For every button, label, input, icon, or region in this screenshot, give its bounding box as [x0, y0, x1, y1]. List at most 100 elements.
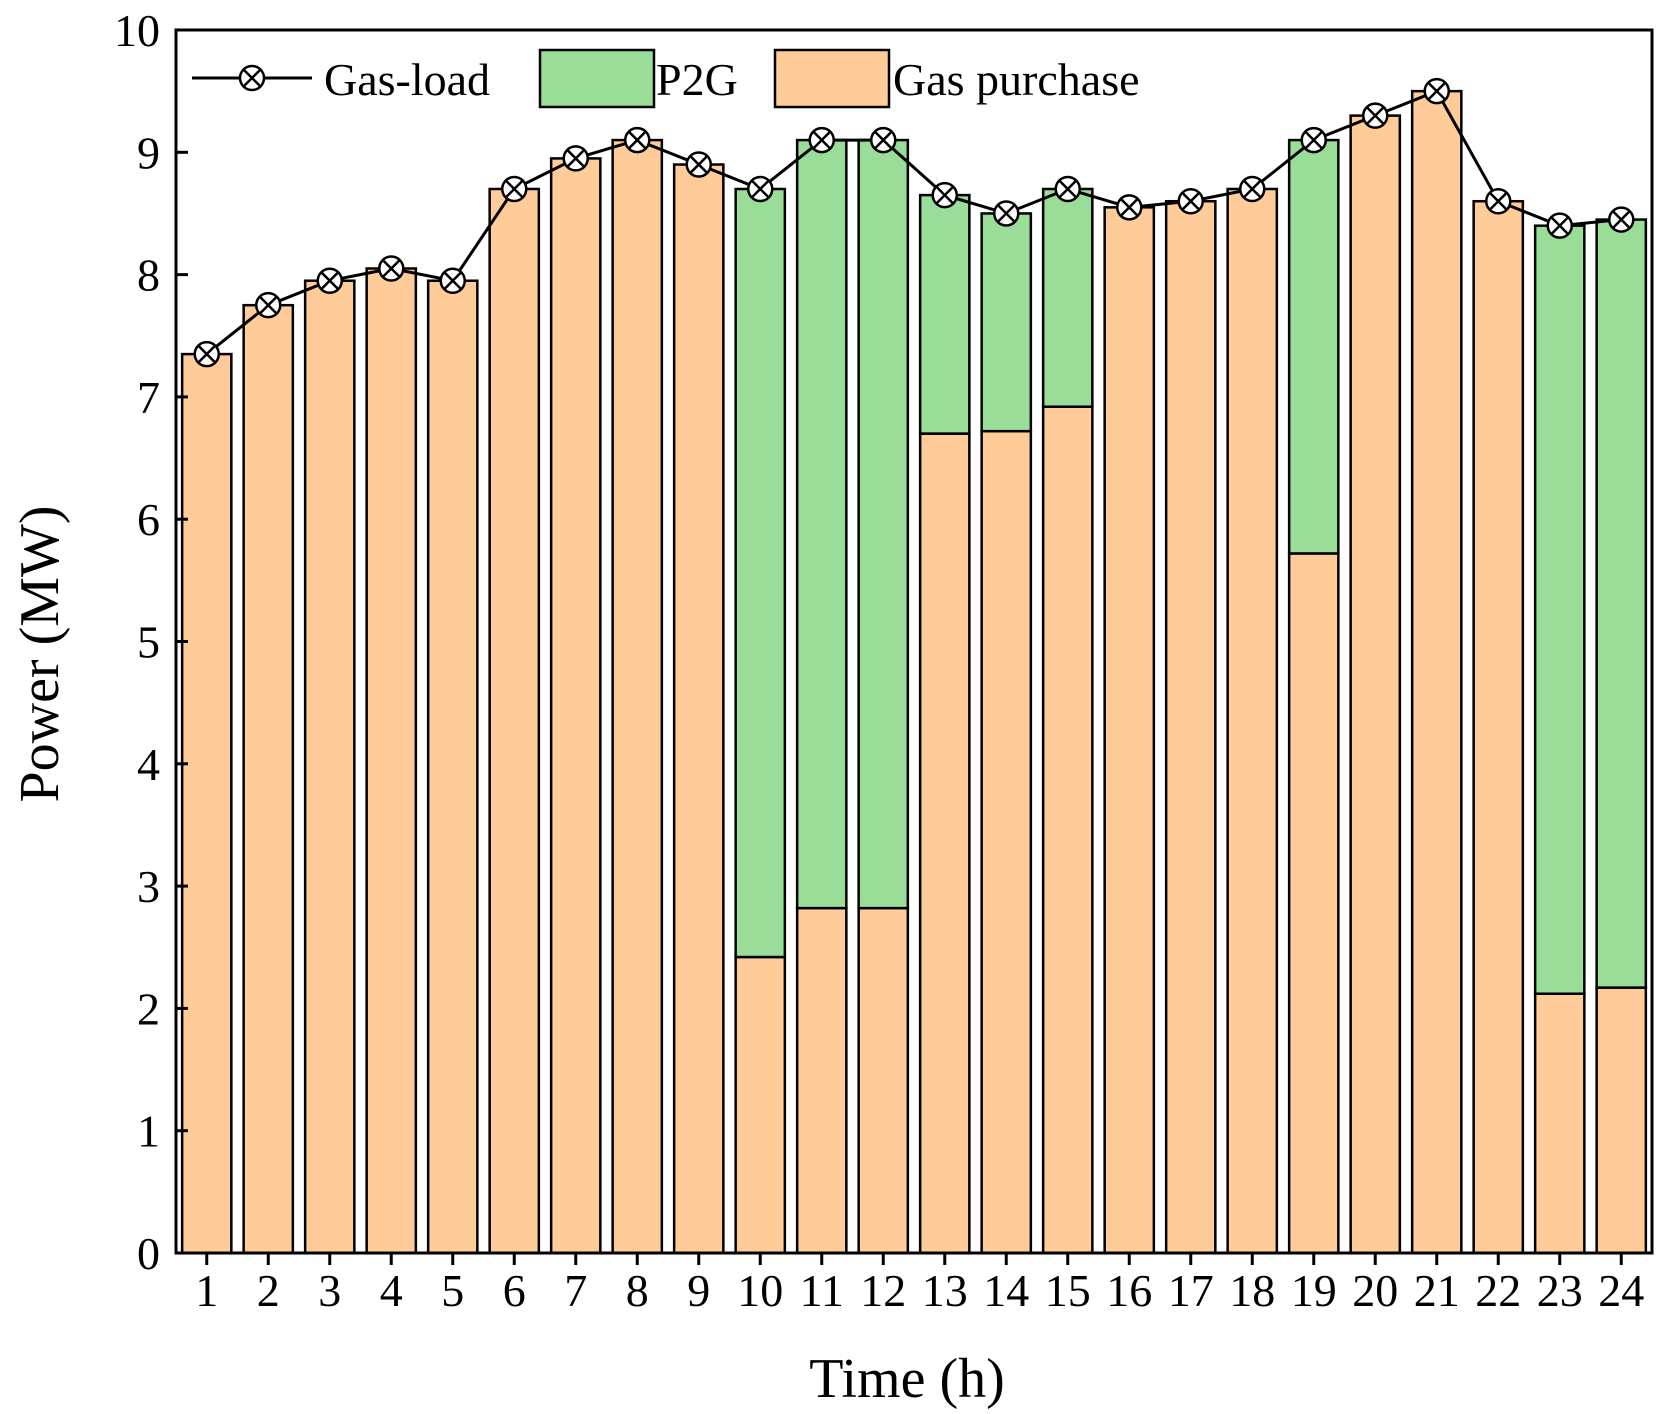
bar-gas-purchase-21	[1410, 89, 1463, 1255]
x-tick-label-8: 8	[626, 1265, 649, 1316]
bar-gas-purchase-5	[426, 279, 479, 1255]
bar-p2g-23	[1533, 224, 1586, 995]
bar-gas-purchase-7	[549, 157, 602, 1255]
x-axis-title: Time (h)	[809, 1348, 1005, 1410]
x-tick-label-19: 19	[1291, 1265, 1337, 1316]
bar-p2g-10	[734, 187, 787, 959]
bar-gas-purchase-16	[1103, 206, 1156, 1255]
x-tick-label-23: 23	[1537, 1265, 1583, 1316]
y-tick-label-8: 8	[137, 250, 160, 301]
y-tick-label-4: 4	[137, 739, 160, 790]
bar-gas-purchase-17	[1164, 199, 1217, 1255]
x-tick-label-4: 4	[380, 1265, 403, 1316]
y-tick-label-10: 10	[114, 5, 160, 56]
gas-load-point-17	[1177, 187, 1204, 215]
bar-p2g-11	[795, 138, 848, 910]
x-tick-label-14: 14	[983, 1265, 1029, 1316]
legend-gas-load-marker	[238, 64, 266, 92]
bar-gas-purchase-22	[1472, 199, 1525, 1255]
gas-load-point-13	[931, 181, 958, 209]
bars-layer	[180, 89, 1648, 1255]
bar-gas-purchase-24	[1595, 986, 1648, 1255]
gas-load-line-layer	[193, 77, 1635, 368]
gas-load-point-14	[993, 200, 1020, 227]
bar-gas-purchase-18	[1226, 187, 1279, 1255]
y-axis-title: Power (MW)	[9, 505, 71, 802]
y-tick-label-5: 5	[137, 617, 160, 668]
legend: Gas-load P2G Gas purchase	[192, 48, 1140, 109]
x-tick-label-24: 24	[1598, 1265, 1644, 1316]
gas-load-point-22	[1485, 187, 1512, 215]
x-tick-label-17: 17	[1168, 1265, 1214, 1316]
x-tick-label-22: 22	[1475, 1265, 1521, 1316]
bar-p2g-15	[1041, 187, 1094, 408]
gas-load-point-10	[747, 175, 774, 203]
bar-gas-purchase-12	[857, 906, 910, 1255]
gas-load-point-16	[1116, 194, 1143, 221]
y-tick-label-6: 6	[137, 494, 160, 545]
x-tick-label-20: 20	[1352, 1265, 1398, 1316]
bar-gas-purchase-10	[734, 955, 787, 1255]
x-tick-label-5: 5	[441, 1265, 464, 1316]
gas-load-point-11	[808, 126, 835, 154]
gas-load-point-24	[1608, 206, 1635, 233]
x-tick-label-2: 2	[257, 1265, 280, 1316]
y-tick-label-7: 7	[137, 372, 160, 423]
x-tick-label-12: 12	[860, 1265, 906, 1316]
gas-load-point-6	[501, 175, 528, 203]
x-tick-label-6: 6	[503, 1265, 526, 1316]
bar-gas-purchase-19	[1287, 552, 1340, 1255]
x-tick-label-18: 18	[1229, 1265, 1275, 1316]
legend-gas-purchase-swatch	[773, 48, 891, 109]
bar-gas-purchase-9	[672, 163, 725, 1255]
legend-p2g-swatch	[538, 48, 656, 109]
bar-p2g-19	[1287, 138, 1340, 555]
bar-gas-purchase-6	[488, 187, 541, 1255]
gas-load-point-4	[378, 255, 405, 282]
x-tick-label-1: 1	[195, 1265, 218, 1316]
gas-load-point-15	[1054, 175, 1081, 203]
gas-load-point-23	[1546, 212, 1573, 239]
gas-load-point-20	[1362, 102, 1389, 129]
bar-gas-purchase-14	[980, 429, 1033, 1255]
bar-gas-purchase-15	[1041, 405, 1094, 1255]
bar-p2g-14	[980, 212, 1033, 433]
gas-load-point-8	[624, 126, 651, 154]
bar-gas-purchase-8	[611, 138, 664, 1255]
x-tick-label-13: 13	[922, 1265, 968, 1316]
gas-load-point-1	[193, 340, 220, 368]
bar-gas-purchase-11	[795, 906, 848, 1255]
x-tick-label-3: 3	[318, 1265, 341, 1316]
gas-load-point-7	[562, 145, 589, 172]
y-tick-label-0: 0	[137, 1228, 160, 1279]
bar-gas-purchase-20	[1349, 114, 1402, 1255]
bar-p2g-24	[1595, 218, 1648, 989]
x-tick-label-7: 7	[564, 1265, 587, 1316]
legend-gas-load-label: Gas-load	[324, 54, 490, 105]
bar-gas-purchase-4	[365, 267, 418, 1255]
bar-gas-purchase-13	[918, 432, 971, 1255]
x-tick-label-21: 21	[1414, 1265, 1460, 1316]
gas-load-point-19	[1300, 126, 1327, 154]
gas-load-point-5	[439, 267, 466, 294]
y-tick-label-2: 2	[137, 983, 160, 1034]
x-tick-label-11: 11	[800, 1265, 844, 1316]
gas-load-point-3	[316, 267, 343, 294]
gas-load-point-21	[1423, 77, 1450, 105]
bar-gas-purchase-2	[242, 303, 295, 1255]
legend-gas-purchase-label: Gas purchase	[893, 54, 1140, 105]
bar-gas-purchase-1	[180, 352, 233, 1255]
bar-p2g-13	[918, 193, 971, 435]
y-tick-label-9: 9	[137, 127, 160, 178]
bar-gas-purchase-23	[1533, 992, 1586, 1255]
bar-gas-purchase-3	[303, 279, 356, 1255]
y-tick-label-1: 1	[137, 1106, 160, 1157]
x-tick-label-16: 16	[1106, 1265, 1152, 1316]
legend-p2g-label: P2G	[656, 54, 738, 105]
y-tick-label-3: 3	[137, 861, 160, 912]
gas-load-point-9	[685, 151, 712, 178]
x-tick-label-15: 15	[1045, 1265, 1091, 1316]
gas-load-point-2	[255, 291, 282, 319]
